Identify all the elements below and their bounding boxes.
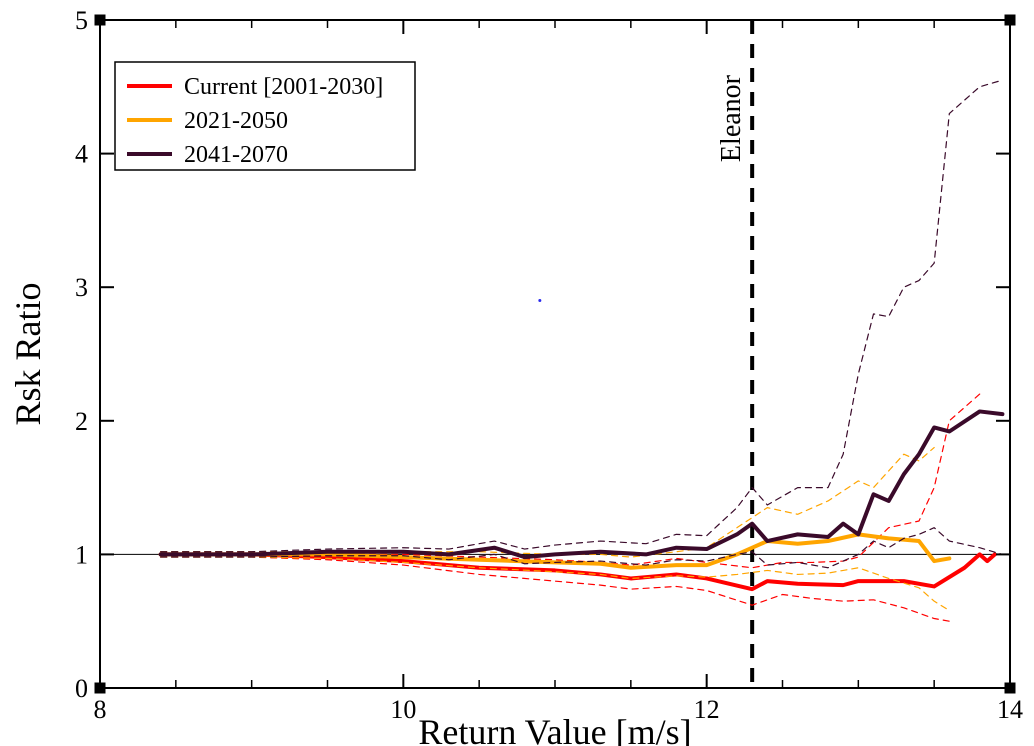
chart-svg: 8101214012345Return Value [m/s]Rsk Ratio… [0, 0, 1034, 746]
isolated-point [538, 299, 541, 302]
ytick-label: 2 [75, 407, 88, 436]
ytick-label: 4 [75, 140, 88, 169]
xtick-label: 10 [390, 695, 416, 724]
xtick-label: 14 [997, 695, 1023, 724]
eleanor-label: Eleanor [716, 74, 747, 162]
x-axis-label: Return Value [m/s] [418, 712, 691, 746]
ytick-label: 1 [75, 540, 88, 569]
chart-container: 8101214012345Return Value [m/s]Rsk Ratio… [0, 0, 1034, 746]
xtick-label: 12 [694, 695, 720, 724]
ytick-label: 0 [75, 674, 88, 703]
legend-label: 2021-2050 [184, 108, 288, 134]
ytick-label: 3 [75, 273, 88, 302]
xtick-label: 8 [94, 695, 107, 724]
ytick-label: 5 [75, 6, 88, 35]
legend-label: 2041-2070 [184, 142, 288, 168]
legend-label: Current [2001-2030] [184, 74, 383, 100]
y-axis-label: Rsk Ratio [8, 282, 48, 425]
